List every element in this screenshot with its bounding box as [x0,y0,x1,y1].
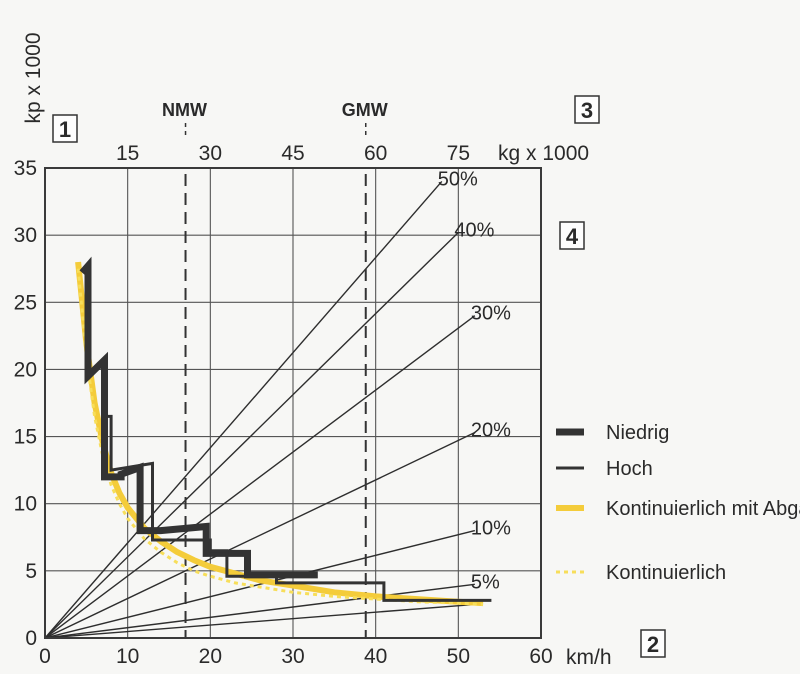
gradient-line-2 [44,315,476,639]
gradient-label-5: 5% [471,571,500,593]
marker-label-1: GMW [342,100,388,120]
panel-number-3: 3 [574,95,600,124]
y-tick-label-7: 35 [14,157,37,180]
legend-label-3: Kontinuierlich [606,562,726,584]
gradient-label-3: 20% [471,420,511,442]
panel-number-2-text: 2 [647,632,659,657]
panel-number-4-text: 4 [566,224,579,249]
gradient-lines: 50% 40% 30% 20% 10% 5% [44,168,511,639]
top-axis-unit-label: kg x 1000 [498,142,589,165]
x-tick-label-5: 50 [447,645,470,668]
y-tick-label-1: 5 [25,560,37,583]
series-line-1 [107,414,492,602]
x-tick-label-6: 60 [529,645,552,668]
legend-label-1: Hoch [606,458,653,480]
x-tick-label-1: 10 [116,645,139,668]
y-axis-label: kp x 1000 [22,32,45,123]
panel-number-1: 1 [52,114,78,143]
series-line-2 [75,261,484,607]
gradient-line-5 [44,583,475,639]
gradient-label-1: 40% [454,219,494,241]
legend-label-0: Niedrig [606,422,669,444]
gradient-label-4: 10% [471,518,511,540]
marker-label-0: NMW [162,100,207,120]
tick-labels: 0 10 20 30 40 50 60 0 5 10 15 20 25 30 35 15 30 45 60 75 [14,142,553,668]
panel-number-3-text: 3 [581,98,593,123]
x-tick-label-3: 30 [281,645,304,668]
panel-number-1-text: 1 [59,117,71,142]
y-tick-label-0: 0 [25,627,37,650]
gradient-line-1 [44,231,459,639]
gradient-line-6 [44,603,475,639]
series-line-0 [79,256,318,579]
gradient-label-0: 50% [438,168,478,190]
x-tick-label-0: 0 [39,645,51,668]
plot-frame [44,167,542,639]
grid-layer [44,167,542,639]
y-tick-label-2: 10 [14,493,37,516]
y-tick-label-5: 25 [14,291,37,314]
top-tick-label-1: 30 [199,142,222,165]
weight-markers: NMW GMW [162,100,388,638]
top-tick-label-4: 75 [447,142,470,165]
gradient-line-0 [44,180,443,639]
top-tick-label-3: 60 [364,142,387,165]
x-tick-label-2: 20 [199,645,222,668]
gradient-line-4 [44,529,476,639]
gradient-line-3 [44,431,476,639]
top-tick-label-2: 45 [281,142,304,165]
x-tick-label-4: 40 [364,645,387,668]
y-tick-label-3: 15 [14,426,37,449]
panel-number-2: 2 [640,629,666,658]
gradient-label-2: 30% [471,303,511,325]
series-layer [75,256,492,607]
top-tick-label-0: 15 [116,142,139,165]
y-tick-label-6: 30 [14,224,37,247]
x-axis-label: km/h [566,646,612,669]
y-tick-label-4: 20 [14,358,37,381]
legend-label-2: Kontinuierlich mit Abgasbremse [606,498,800,520]
panel-number-4: 4 [559,221,585,250]
legend: Niedrig Hoch Kontinuierlich mit Abgasbrems… [556,422,800,584]
